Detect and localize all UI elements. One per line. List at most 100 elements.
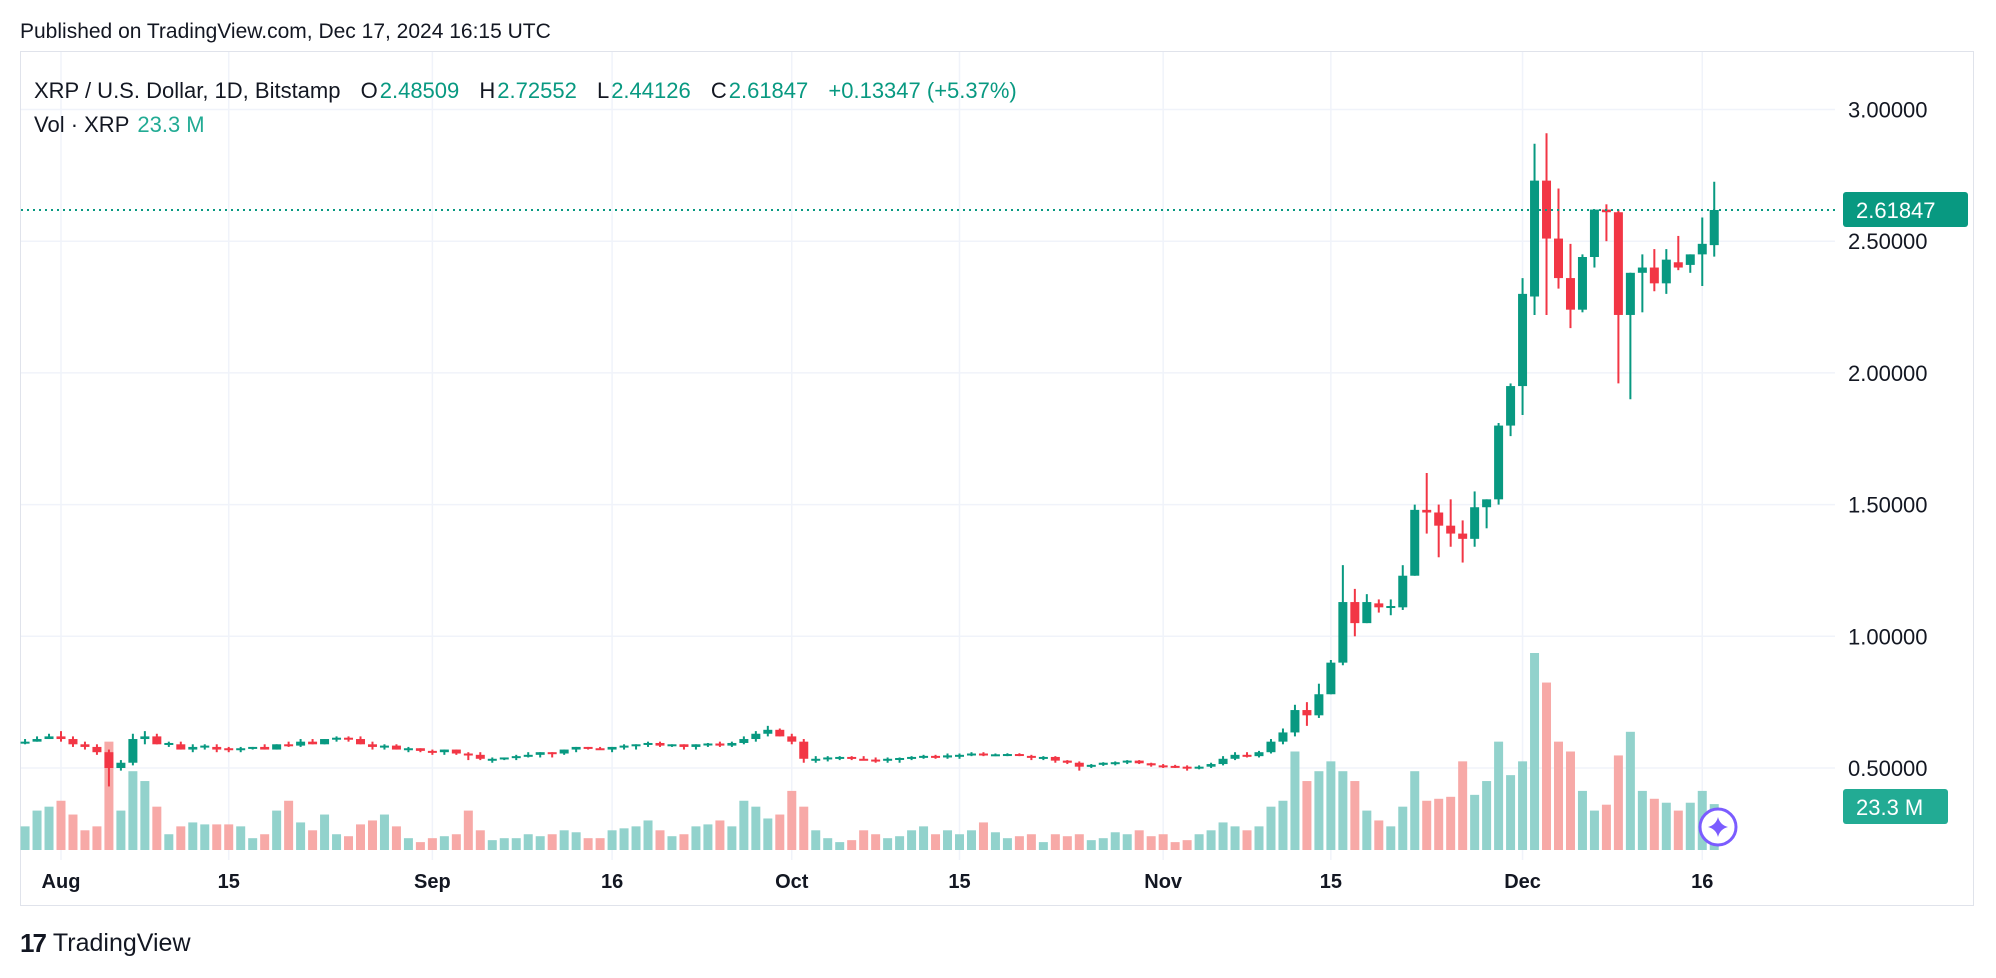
candle-body [367, 744, 377, 747]
candle-body [1038, 756, 1048, 759]
volume-bar [1290, 751, 1300, 850]
volume-bar [1482, 781, 1492, 850]
candle-body [1302, 710, 1312, 716]
volume-bar [1434, 798, 1444, 850]
candle-body [200, 745, 210, 748]
candle-body [1230, 754, 1240, 759]
price-tick-label: 2.50000 [1848, 229, 1928, 254]
volume-bar [1194, 834, 1204, 850]
volume-bar [1062, 836, 1072, 850]
volume-bar [1542, 682, 1552, 850]
volume-bar [379, 814, 389, 850]
volume-bar [403, 838, 413, 850]
volume-bar [811, 830, 821, 850]
volume-bar [367, 820, 377, 850]
candle-body [1625, 272, 1635, 315]
candle-body [966, 753, 976, 756]
last-volume-label: 23.3 M [1856, 795, 1923, 820]
candle-body [919, 755, 929, 758]
candle-body [931, 755, 941, 758]
volume-bar [1554, 741, 1563, 850]
candle-body [1050, 756, 1060, 761]
volume-bar [32, 810, 42, 850]
tradingview-brand[interactable]: TradingView [52, 929, 191, 957]
tradingview-logo-icon[interactable]: 17 [20, 928, 47, 958]
candle-body [835, 756, 845, 759]
volume-bar [739, 800, 749, 850]
candle-body [1134, 760, 1144, 764]
volume-bar [823, 838, 833, 850]
candle-body [691, 744, 701, 747]
candle-body [1002, 754, 1012, 757]
candle-body [607, 746, 617, 750]
candle-body [1362, 602, 1372, 624]
low-label: L [596, 78, 610, 103]
volume-bar [1374, 820, 1384, 850]
volume-bar [356, 824, 365, 850]
candle-body [1518, 293, 1528, 387]
volume-bar [104, 741, 114, 850]
candle-body [1577, 257, 1587, 310]
last-volume-tag: 23.3 M [1843, 789, 1948, 824]
candle-body [272, 744, 282, 750]
volume-bar [1506, 775, 1516, 850]
candle-body [703, 743, 713, 746]
price-axis[interactable]: 3.00000 2.50000 2.00000 1.50000 1.00000 0.500… [1848, 98, 1928, 782]
candle-body [1266, 741, 1276, 753]
candle-body [883, 758, 893, 761]
volume-bar [1230, 826, 1240, 850]
volume-bar [92, 826, 102, 850]
candle-body [1386, 606, 1396, 609]
time-tick-label: Sep [414, 871, 451, 893]
candle-body [1422, 509, 1432, 513]
volume-bar [1134, 830, 1144, 850]
time-tick-label: 15 [948, 871, 970, 893]
candle-body [523, 754, 533, 757]
candle-body [907, 756, 917, 759]
candle-body [164, 742, 174, 745]
candle-body [415, 748, 425, 751]
candle-body [427, 750, 437, 753]
volume-bar [643, 820, 653, 850]
candle-body [847, 756, 857, 759]
volume-legend: Vol · XRP 23.3 M [34, 112, 205, 138]
volume-bar [1649, 798, 1659, 850]
ai-sparkle-button[interactable] [1698, 807, 1738, 847]
volume-bar [978, 822, 988, 850]
volume-bar [1601, 804, 1611, 850]
time-axis[interactable]: Aug 15 Sep 16 Oct 15 Nov 15 Dec 16 [42, 871, 1714, 893]
candle-body [1218, 758, 1228, 765]
volume-bar [595, 838, 605, 850]
volume-bar [272, 810, 282, 850]
candle-body [763, 729, 773, 734]
candle-body [619, 745, 629, 748]
candle-body [1530, 180, 1540, 297]
candle-body [248, 746, 258, 749]
volume-bar [1038, 842, 1048, 850]
close-label: C [710, 78, 727, 103]
volume-bars [20, 653, 1719, 850]
price-tick-label: 1.50000 [1848, 493, 1928, 518]
volume-bar [775, 814, 785, 850]
last-price-tag: 2.61847 [1843, 192, 1968, 227]
candle-body [1098, 762, 1108, 765]
candle-body [332, 737, 342, 740]
volume-bar [499, 838, 509, 850]
volume-bar [1518, 761, 1528, 850]
candle-body [1278, 732, 1288, 742]
volume-legend-value: 23.3 M [137, 112, 205, 137]
candle-body [667, 744, 677, 747]
candle-body [631, 744, 641, 747]
volume-bar [1398, 806, 1408, 850]
candle-body [212, 746, 222, 750]
volume-bar [284, 800, 294, 850]
volume-bar [1158, 834, 1168, 850]
volume-bar [1218, 822, 1228, 850]
candle-body [1170, 765, 1180, 768]
volume-bar [1565, 751, 1575, 850]
candle-body [344, 737, 354, 740]
candles [20, 133, 1719, 787]
time-tick-label: Dec [1504, 871, 1541, 893]
volume-bar [1314, 771, 1324, 850]
